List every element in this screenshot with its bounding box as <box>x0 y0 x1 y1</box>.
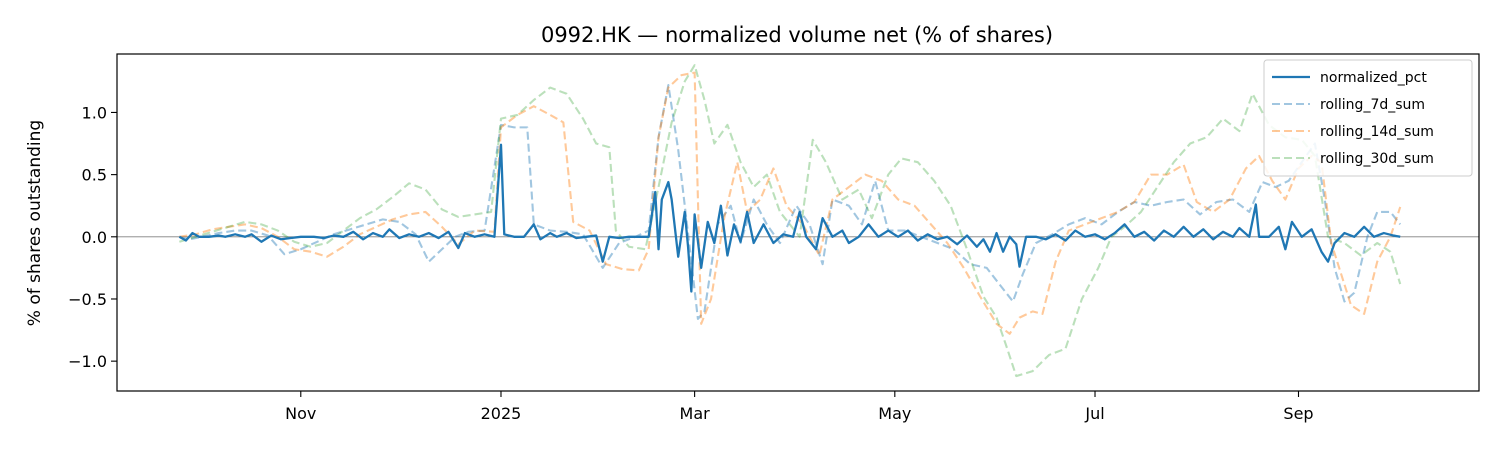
x-tick-label: Jul <box>1084 404 1104 423</box>
y-tick-label: −0.5 <box>68 290 107 309</box>
series-line-rolling_7d_sum <box>179 84 1402 320</box>
axes: Nov 2025 Mar May Jul Sep −1.0 −0.5 0.0 0.5 1.0 <box>68 53 1480 423</box>
plot-series-group <box>117 64 1479 378</box>
y-tick-label: 1.0 <box>82 103 107 122</box>
y-axis-label: % of shares outstanding <box>25 120 45 326</box>
y-tick-label: 0.0 <box>82 228 107 247</box>
legend-label-rolling_14d_sum: rolling_14d_sum <box>1320 124 1434 140</box>
chart-title: 0992.HK — normalized volume net (% of sh… <box>541 23 1053 47</box>
plot-area <box>117 64 1479 378</box>
x-tick-label: Nov <box>285 404 316 423</box>
y-tick-label: 0.5 <box>82 166 107 185</box>
plot-frame <box>116 53 1480 392</box>
legend-label-rolling_30d_sum: rolling_30d_sum <box>1320 151 1434 167</box>
x-tick-label: Mar <box>680 404 711 423</box>
series-line-normalized_pct <box>178 143 1401 293</box>
x-tick-label: 2025 <box>481 404 522 423</box>
series-line-rolling_14d_sum <box>179 71 1402 335</box>
legend: normalized_pct rolling_7d_sum rolling_14d_… <box>1263 59 1473 177</box>
legend-label-normalized_pct: normalized_pct <box>1320 70 1427 86</box>
legend-label-rolling_7d_sum: rolling_7d_sum <box>1320 97 1425 113</box>
legend-box <box>1263 59 1473 177</box>
x-tick-label: Sep <box>1283 404 1313 423</box>
y-tick-label: −1.0 <box>68 352 107 371</box>
x-tick-label: May <box>878 404 911 423</box>
